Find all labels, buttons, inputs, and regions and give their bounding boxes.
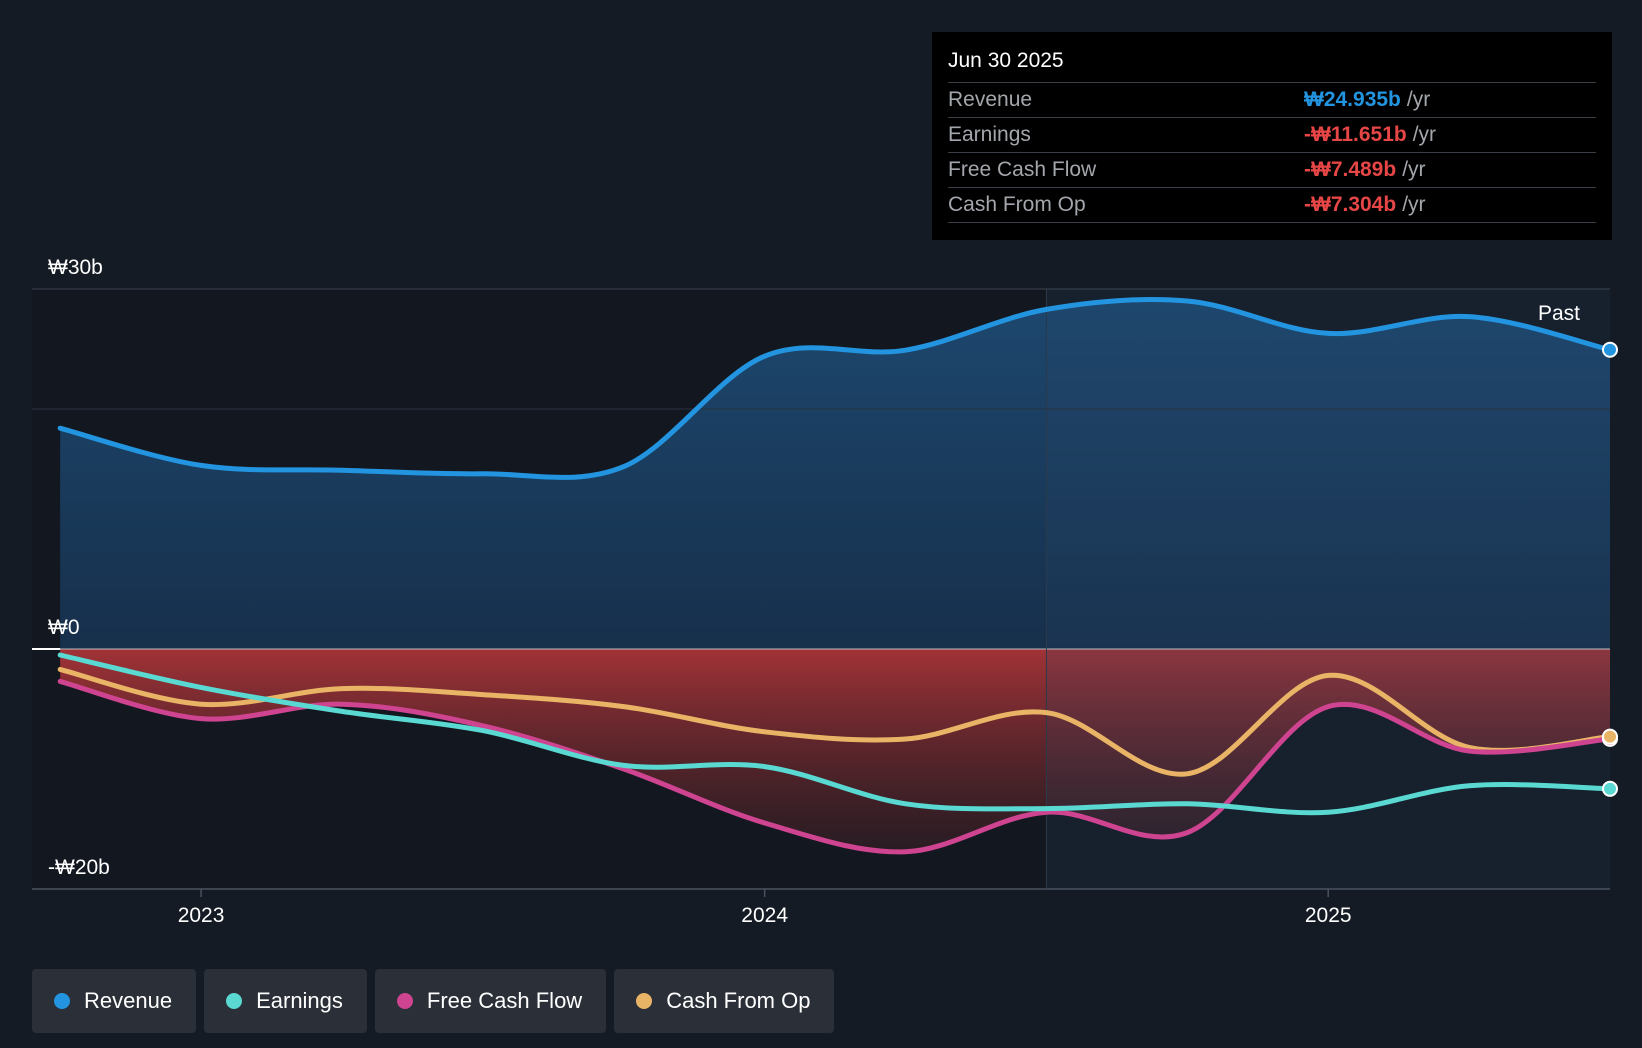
negative-area [60, 649, 1610, 852]
tooltip-unit: /yr [1402, 193, 1426, 216]
legend-dot-icon [396, 993, 413, 1009]
x-tick-label: 2024 [741, 904, 788, 927]
y-tick-label: ₩30b [48, 256, 103, 279]
series-line-cash-from-op [57, 666, 1610, 777]
legend-label: Free Cash Flow [426, 988, 583, 1013]
y-tick-label: -₩20b [48, 856, 110, 879]
legend-dot-icon [54, 993, 70, 1009]
past-label: Past [1538, 302, 1580, 325]
legend-item-cash-from-op[interactable]: Cash From Op [614, 969, 835, 1033]
x-tick-label: 2023 [178, 904, 225, 927]
legend-item-earnings[interactable]: Earnings [204, 969, 367, 1033]
series-line-free-cash-flow [57, 678, 1610, 855]
tooltip-value: -₩7.489b [1304, 158, 1397, 181]
series-line-revenue [57, 296, 1610, 480]
tooltip-unit: /yr [1406, 88, 1431, 111]
past-region [1046, 289, 1610, 889]
tooltip-date: Jun 30 2025 [948, 46, 1596, 83]
legend-dot-icon [226, 993, 243, 1009]
x-tick-label: 2025 [1305, 904, 1352, 927]
tooltip-value: ₩24.935b [1304, 88, 1401, 111]
legend: Revenue Earnings Free Cash Flow Cash Fro… [32, 969, 835, 1033]
tooltip-unit: /yr [1402, 158, 1426, 181]
series-line-earnings [57, 652, 1610, 816]
tooltip-label: Earnings [948, 123, 1031, 146]
end-point-cash-from-op [1602, 728, 1618, 745]
tooltip-row-cash-from-op: Cash From Op -₩7.304b /yr [948, 188, 1596, 223]
legend-label: Revenue [84, 988, 173, 1013]
tooltip-panel: Jun 30 2025 Revenue ₩24.935b /yr Earning… [932, 32, 1612, 240]
legend-dot-icon [636, 993, 653, 1009]
legend-label: Earnings [256, 988, 343, 1013]
tooltip-value: -₩11.651b [1304, 123, 1407, 146]
tooltip-row-earnings: Earnings -₩11.651b /yr [948, 118, 1596, 153]
end-point-revenue [1602, 341, 1618, 358]
legend-item-free-cash-flow[interactable]: Free Cash Flow [374, 969, 607, 1033]
tooltip-label: Free Cash Flow [948, 158, 1097, 181]
tooltip-unit: /yr [1412, 123, 1437, 146]
tooltip-value: -₩7.304b [1304, 193, 1397, 216]
tooltip-row-free-cash-flow: Free Cash Flow -₩7.489b /yr [948, 153, 1596, 188]
tooltip-label: Cash From Op [948, 193, 1086, 216]
revenue-area [60, 299, 1610, 649]
tooltip-row-revenue: Revenue ₩24.935b /yr [948, 83, 1596, 118]
y-tick-label: ₩0 [48, 616, 80, 639]
end-point-earnings [1602, 780, 1618, 797]
tooltip-label: Revenue [948, 88, 1033, 111]
legend-item-revenue[interactable]: Revenue [32, 969, 197, 1033]
legend-label: Cash From Op [666, 988, 811, 1013]
